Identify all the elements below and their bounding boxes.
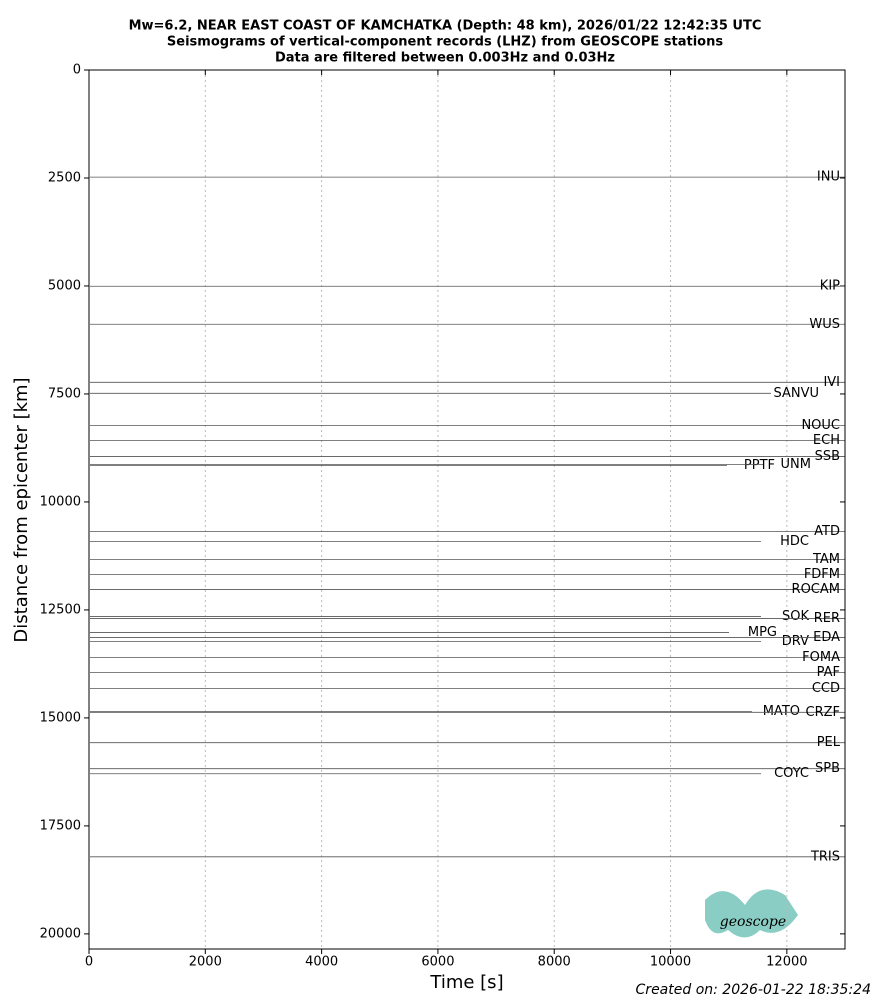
station-label: INU	[817, 170, 840, 185]
station-label: MPG	[748, 625, 777, 640]
x-tick-label: 8000	[538, 955, 571, 970]
station-label: PAF	[817, 665, 840, 680]
station-label: DRV	[782, 634, 809, 649]
station-label: MATO	[763, 704, 800, 719]
y-tick-label: 15000	[40, 710, 81, 725]
station-label: IVI	[823, 375, 840, 390]
chart-subtitle: Data are filtered between 0.003Hz and 0.…	[275, 51, 615, 66]
chart-title: Mw=6.2, NEAR EAST COAST OF KAMCHATKA (De…	[129, 19, 762, 34]
y-tick-label: 12500	[40, 602, 81, 617]
y-tick-label: 5000	[48, 278, 81, 293]
station-label: SANVU	[773, 386, 819, 401]
logo: geoscope	[705, 889, 798, 938]
station-label: TAM	[812, 552, 840, 567]
y-tick-label: 7500	[48, 386, 81, 401]
station-label: KIP	[820, 279, 840, 294]
station-label: TRIS	[810, 849, 840, 864]
logo-text: geoscope	[720, 914, 786, 930]
station-label: NOUC	[801, 418, 840, 433]
footer: Created on: 2026-01-22 18:35:24	[636, 982, 871, 998]
station-label: ATD	[814, 524, 840, 539]
x-tick-label: 2000	[189, 955, 222, 970]
station-label: CRZF	[806, 705, 841, 720]
x-tick-label: 4000	[305, 955, 338, 970]
y-tick-label: 20000	[40, 926, 81, 941]
station-label: FDFM	[804, 567, 840, 582]
station-label: COYC	[774, 766, 809, 781]
station-label: PPTF	[744, 458, 775, 473]
x-tick-label: 0	[85, 955, 93, 970]
x-tick-label: 6000	[421, 955, 454, 970]
station-label: HDC	[780, 534, 809, 549]
y-tick-label: 2500	[48, 170, 81, 185]
station-label: SOK	[782, 609, 809, 624]
station-label: PEL	[817, 735, 841, 750]
logo-shape	[705, 889, 798, 938]
station-label: ROCAM	[792, 582, 840, 597]
chart-subtitle: Seismograms of vertical-component record…	[167, 35, 723, 50]
station-label: EDA	[813, 630, 840, 645]
station-label: UNM	[781, 457, 811, 472]
y-tick-label: 0	[73, 63, 81, 78]
station-label: CCD	[812, 681, 840, 696]
station-label: FOMA	[802, 650, 840, 665]
y-axis-label: Distance from epicenter [km]	[11, 377, 32, 642]
station-label: WUS	[809, 317, 840, 332]
station-label: SPB	[815, 761, 840, 776]
x-tick-label: 10000	[650, 955, 691, 970]
x-tick-label: 12000	[766, 955, 807, 970]
x-axis-label: Time [s]	[429, 972, 503, 993]
y-tick-label: 17500	[40, 818, 81, 833]
station-label: SSB	[815, 449, 840, 464]
y-tick-label: 10000	[40, 494, 81, 509]
plot-frame	[88, 69, 846, 950]
station-label: ECH	[813, 433, 840, 448]
station-label: RER	[814, 611, 840, 626]
